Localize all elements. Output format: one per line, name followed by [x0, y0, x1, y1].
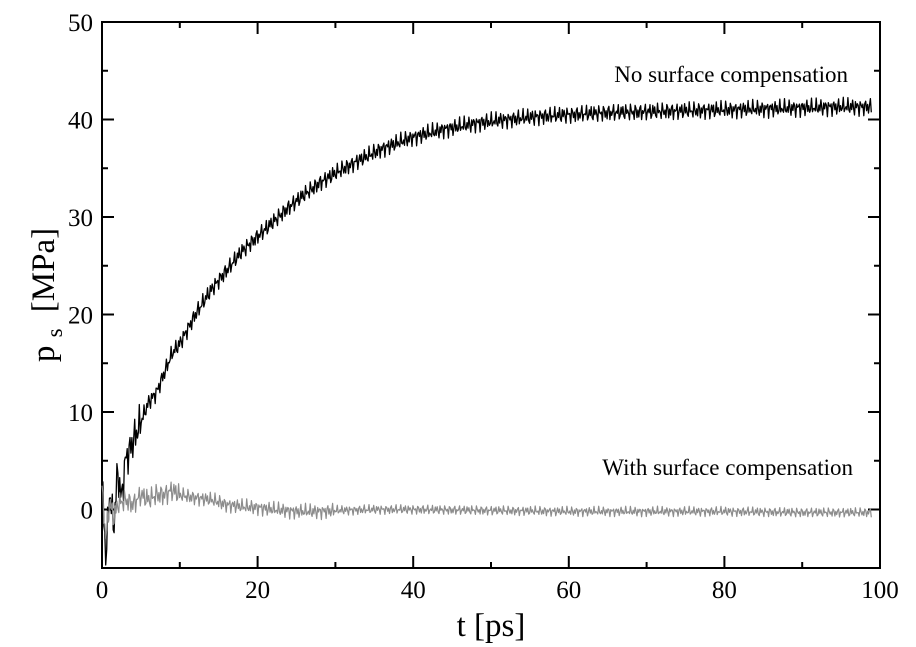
annotation-no-surface-compensation: No surface compensation: [614, 62, 848, 87]
y-tick-label: 0: [81, 498, 94, 525]
x-tick-label: 100: [861, 577, 899, 604]
y-axis-label-main: p: [26, 346, 62, 363]
axis-ticks: 0 20 40 60 80 100 0 10 20 30 40 50: [68, 10, 899, 604]
y-axis-label-subscript: s: [42, 328, 67, 337]
plot-frame: [101, 21, 881, 569]
y-axis-label-unit: [MPa]: [26, 228, 62, 312]
y-tick-label: 50: [68, 10, 93, 37]
series-line-with-surface-compensation: [101, 481, 872, 540]
y-tick-label: 10: [68, 400, 93, 427]
series-line-no-surface-compensation: [101, 96, 872, 566]
y-tick-label: 40: [68, 108, 93, 135]
x-axis-label: t [ps]: [457, 608, 526, 644]
x-tick-label: 60: [556, 577, 581, 604]
x-tick-label: 80: [712, 577, 737, 604]
x-tick-label: 0: [96, 577, 109, 604]
y-tick-label: 20: [68, 303, 93, 330]
y-axis-label: p s [MPa]: [26, 228, 70, 362]
x-tick-label: 20: [245, 577, 270, 604]
series-layer: [101, 96, 872, 566]
annotation-with-surface-compensation: With surface compensation: [602, 455, 853, 480]
y-tick-label: 30: [68, 205, 93, 232]
x-tick-label: 40: [401, 577, 426, 604]
